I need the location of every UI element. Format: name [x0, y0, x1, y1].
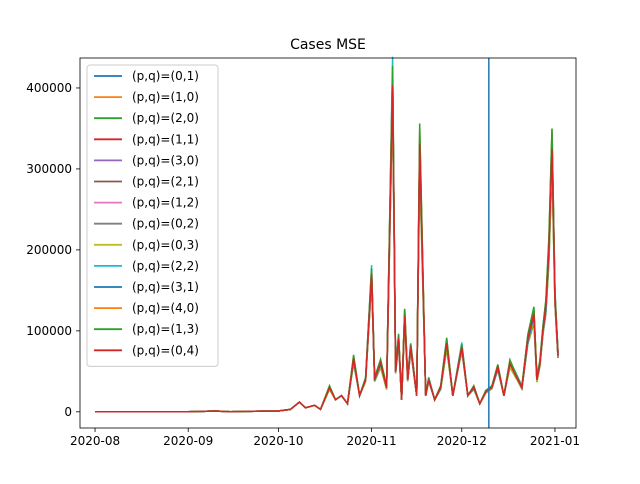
axes: 2020-08 2020-09 2020-10 2020-11 2020-12 2021-… — [26, 57, 580, 448]
legend-label: (p,q)=(1,2) — [132, 196, 199, 210]
legend-label: (p,q)=(0,1) — [132, 69, 199, 83]
y-tick-label: 0 — [64, 405, 72, 419]
y-tick-label: 200000 — [26, 243, 72, 257]
plot-lines — [95, 56, 559, 428]
legend-label: (p,q)=(0,2) — [132, 217, 199, 231]
legend-label: (p,q)=(2,1) — [132, 175, 199, 189]
legend-label: (p,q)=(3,0) — [132, 153, 199, 167]
x-tick-label: 2020-11 — [347, 434, 397, 448]
x-tick-label: 2020-08 — [70, 434, 120, 448]
legend-label: (p,q)=(1,3) — [132, 322, 199, 336]
legend-label: (p,q)=(0,3) — [132, 238, 199, 252]
x-tick-label: 2020-09 — [163, 434, 213, 448]
x-tick-label: 2020-12 — [437, 434, 487, 448]
y-tick-label: 300000 — [26, 162, 72, 176]
legend-box — [86, 64, 219, 367]
chart-title: Cases MSE — [290, 37, 366, 53]
x-tick-label: 2021-01 — [530, 434, 580, 448]
y-tick-label: 100000 — [26, 324, 72, 338]
legend: (p,q)=(0,1) (p,q)=(1,0) (p,q)=(2,0) (p,q)=(… — [86, 64, 219, 367]
legend-label: (p,q)=(1,0) — [132, 90, 199, 104]
y-tick-label: 400000 — [26, 81, 72, 95]
axes-frame — [79, 57, 577, 429]
legend-label: (p,q)=(2,2) — [132, 259, 199, 273]
x-tick-label: 2020-10 — [253, 434, 303, 448]
legend-label: (p,q)=(4,0) — [132, 301, 199, 315]
legend-label: (p,q)=(2,0) — [132, 111, 199, 125]
legend-label: (p,q)=(0,4) — [132, 343, 199, 357]
series-line — [95, 85, 559, 413]
legend-label: (p,q)=(1,1) — [132, 132, 199, 146]
legend-label: (p,q)=(3,1) — [132, 280, 199, 294]
